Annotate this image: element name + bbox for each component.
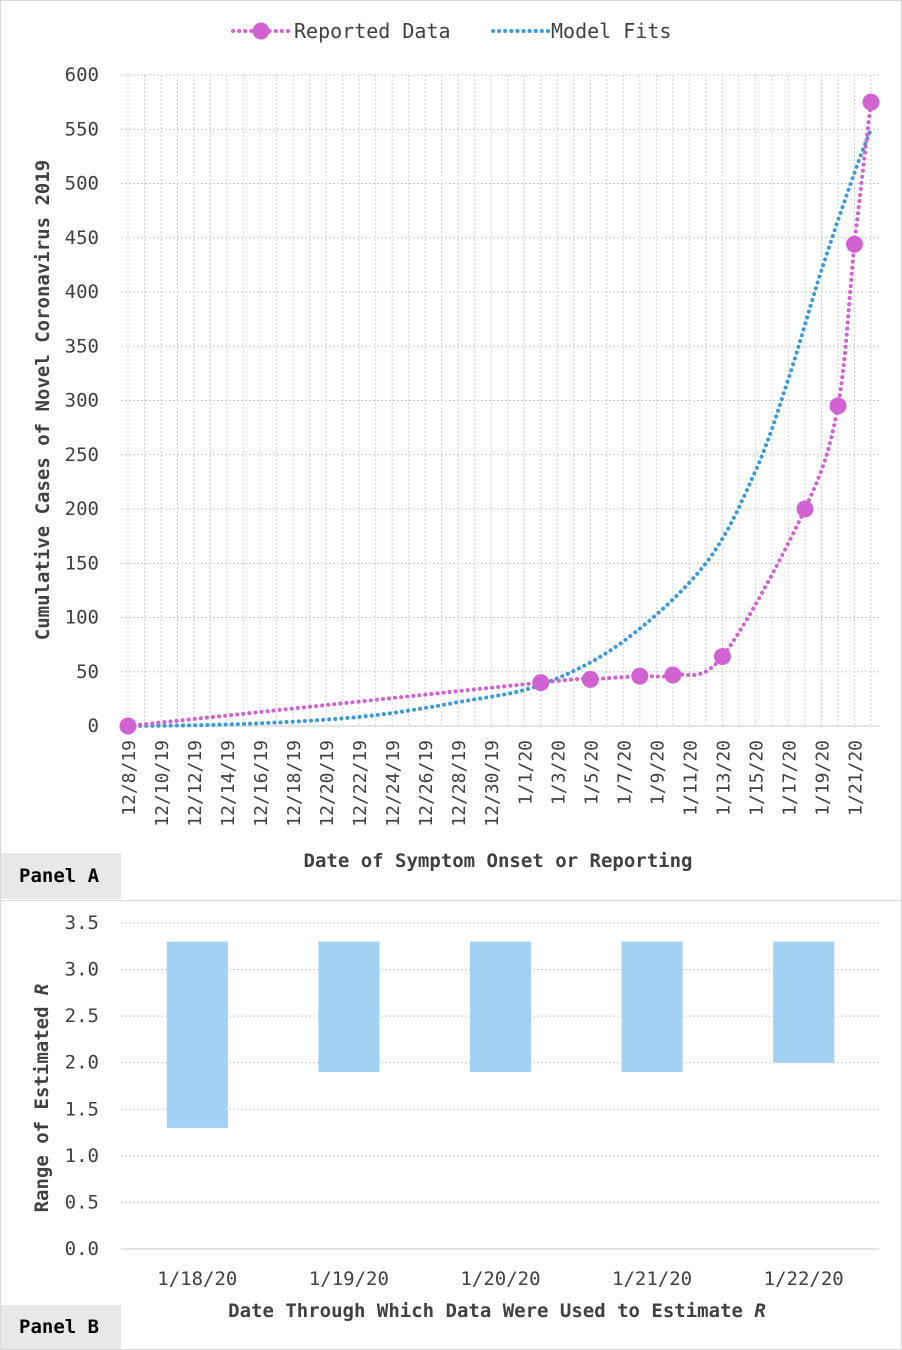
panel-a-gridlines [121, 74, 879, 727]
y-tick-label: 500 [65, 173, 99, 195]
panel-b-x-axis-label-text: Date Through Which Data Were Used to Est… [228, 1300, 754, 1322]
x-tick-label: 1/1/20 [515, 740, 536, 805]
r-symbol: R [754, 1300, 765, 1322]
y-tick-label: 400 [65, 281, 99, 303]
x-tick-label: 12/28/19 [449, 740, 470, 827]
reported-data-point [119, 717, 137, 735]
reported-data-point [631, 667, 649, 685]
panel-a-chart: 0 50 100 150 200 250 300 350 400 450 500 550 600 12/… [32, 19, 880, 872]
x-tick-label: 1/20/20 [460, 1268, 540, 1290]
x-tick-label: 12/10/19 [152, 740, 173, 827]
reported-data-point [845, 235, 863, 253]
y-tick-label: 1.5 [65, 1098, 99, 1120]
x-tick-label: 12/26/19 [416, 740, 437, 827]
reported-data-point [581, 670, 599, 688]
panel-b-gridlines [121, 922, 879, 1250]
y-tick-label: 0.0 [65, 1238, 99, 1260]
panel-a-y-tick-labels: 0 50 100 150 200 250 300 350 400 450 500 550 600 [65, 64, 99, 737]
y-tick-label: 50 [76, 661, 99, 683]
x-tick-label: 1/11/20 [680, 740, 701, 816]
x-tick-label: 12/30/19 [482, 740, 503, 827]
panel-a-y-axis-label: Cumulative Cases of Novel Coronavirus 20… [32, 160, 54, 640]
x-tick-label: 12/14/19 [218, 740, 239, 827]
panel-a-series [119, 93, 880, 735]
panel-b-y-axis-label-text: Range of Estimated [31, 995, 53, 1212]
y-tick-label: 350 [65, 335, 99, 357]
panel-b-x-tick-labels: 1/18/20 1/19/20 1/20/20 1/21/20 1/22/20 [157, 1268, 843, 1290]
range-bar [166, 941, 228, 1128]
y-tick-label: 600 [65, 64, 99, 86]
x-tick-label: 12/22/19 [350, 740, 371, 827]
reported-data-point [829, 397, 847, 415]
range-bar [621, 941, 683, 1073]
reported-data-point [796, 500, 814, 518]
x-tick-label: 1/21/20 [845, 740, 866, 816]
y-tick-label: 550 [65, 118, 99, 140]
y-tick-label: 2.5 [65, 1005, 99, 1027]
panel-b-x-axis-label: Date Through Which Data Were Used to Est… [228, 1300, 766, 1322]
range-bar [773, 941, 835, 1063]
y-tick-label: 3.0 [65, 959, 99, 981]
x-tick-label: 1/15/20 [746, 740, 767, 816]
legend-label-model: Model Fits [551, 19, 671, 43]
y-tick-label: 300 [65, 390, 99, 412]
y-tick-label: 250 [65, 444, 99, 466]
x-tick-label: 1/21/20 [612, 1268, 692, 1290]
panel-divider [1, 900, 901, 901]
y-tick-label: 0.5 [65, 1191, 99, 1213]
x-tick-label: 12/24/19 [383, 740, 404, 827]
panel-b-chart: 0.00.51.01.52.02.53.03.5 1/18/20 1/19/20 1… [31, 912, 879, 1322]
x-tick-label: 1/18/20 [157, 1268, 237, 1290]
y-tick-label: 2.0 [65, 1052, 99, 1074]
y-tick-label: 0 [88, 715, 99, 737]
y-tick-label: 1.0 [65, 1145, 99, 1167]
x-tick-label: 1/17/20 [779, 740, 800, 816]
y-tick-label: 450 [65, 227, 99, 249]
x-tick-label: 12/16/19 [251, 740, 272, 827]
x-tick-label: 1/5/20 [581, 740, 602, 805]
x-tick-label: 1/3/20 [548, 740, 569, 805]
legend-label-reported: Reported Data [294, 19, 451, 43]
panel-b-bars [166, 941, 835, 1128]
x-tick-label: 12/8/19 [119, 740, 140, 816]
x-tick-label: 12/20/19 [317, 740, 338, 827]
range-bar [470, 941, 531, 1073]
x-tick-label: 1/22/20 [764, 1268, 844, 1290]
reported-data-point [664, 666, 682, 684]
r-symbol: R [31, 984, 53, 995]
panel-b-label: Panel B [1, 1305, 121, 1349]
x-tick-label: 1/7/20 [614, 740, 635, 805]
x-tick-label: 1/9/20 [647, 740, 668, 805]
panel-b-y-tick-labels: 0.0 0.5 1.0 1.5 2.0 2.5 3.0 3.5 [65, 912, 99, 1260]
panel-a-x-tick-labels: 12/8/19 12/10/19 12/12/19 12/14/19 12/16/19 1… [119, 740, 866, 827]
x-tick-label: 1/19/20 [812, 740, 833, 816]
legend-marker-reported [252, 22, 270, 40]
panel-b-y-axis-label: Range of Estimated R [31, 984, 53, 1213]
reported-data-point [713, 648, 731, 666]
model-fits-line [126, 127, 873, 728]
panel-a-label: Panel A [1, 853, 121, 899]
range-bar [318, 941, 380, 1073]
y-tick-label: 100 [65, 607, 99, 629]
y-tick-label: 3.5 [65, 912, 99, 934]
y-tick-label: 200 [65, 498, 99, 520]
x-tick-label: 1/13/20 [713, 740, 734, 816]
reported-data-line [126, 100, 873, 728]
x-tick-label: 12/18/19 [284, 740, 305, 827]
reported-data-point [862, 93, 880, 111]
reported-data-point [532, 674, 550, 692]
y-tick-label: 150 [65, 552, 99, 574]
panel-a-legend: Reported Data Model Fits [231, 19, 671, 43]
panel-a-x-axis-label: Date of Symptom Onset or Reporting [304, 850, 693, 872]
x-tick-label: 1/19/20 [309, 1268, 389, 1290]
x-tick-label: 12/12/19 [185, 740, 206, 827]
